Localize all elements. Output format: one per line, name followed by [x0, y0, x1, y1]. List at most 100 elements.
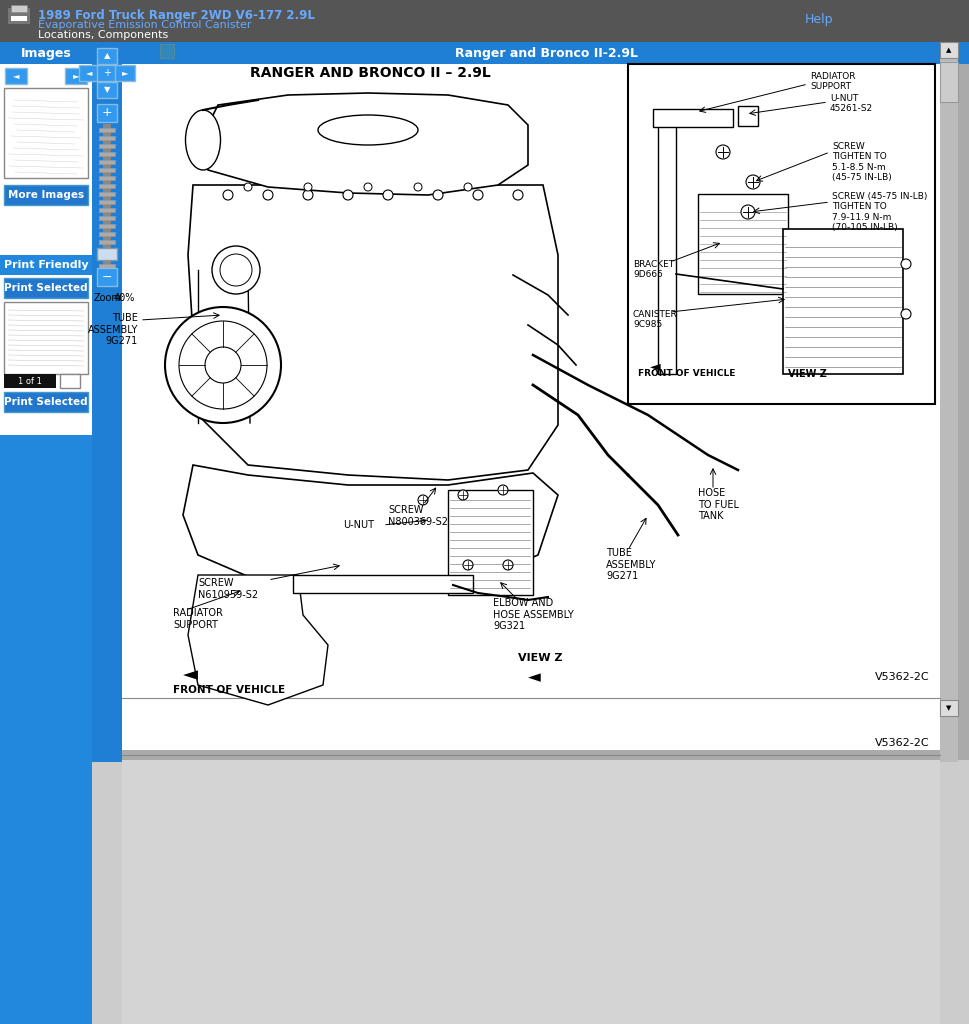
Text: ►: ►: [122, 69, 128, 78]
Bar: [122, 698, 939, 750]
Bar: [293, 575, 473, 593]
Polygon shape: [198, 93, 527, 195]
Text: ◄: ◄: [527, 668, 540, 686]
Text: ▼: ▼: [946, 705, 951, 711]
Bar: [939, 700, 957, 716]
Text: Help: Help: [804, 13, 832, 26]
Circle shape: [302, 190, 313, 200]
Circle shape: [900, 259, 910, 269]
Bar: [97, 248, 117, 260]
Text: VIEW Z: VIEW Z: [517, 653, 562, 663]
Bar: [737, 106, 757, 126]
Bar: [5, 68, 27, 84]
Bar: [97, 104, 117, 122]
Bar: [99, 224, 115, 228]
Circle shape: [212, 246, 260, 294]
Bar: [99, 208, 115, 212]
Text: V5362-2C: V5362-2C: [874, 738, 929, 748]
Circle shape: [244, 183, 252, 191]
Circle shape: [503, 560, 513, 570]
Circle shape: [745, 175, 760, 189]
Bar: [939, 42, 957, 58]
Text: ◄: ◄: [649, 359, 660, 373]
Circle shape: [165, 307, 281, 423]
Text: 40%: 40%: [114, 293, 136, 303]
Text: TUBE
ASSEMBLY
9G271: TUBE ASSEMBLY 9G271: [87, 313, 138, 346]
Text: SCREW
N610959-S2: SCREW N610959-S2: [198, 578, 258, 600]
Text: ▲: ▲: [946, 47, 951, 53]
Bar: [11, 5, 27, 12]
Text: ►: ►: [73, 72, 79, 81]
Text: 1989 Ford Truck Ranger 2WD V6-177 2.9L: 1989 Ford Truck Ranger 2WD V6-177 2.9L: [38, 9, 315, 22]
Bar: [78, 65, 99, 81]
Circle shape: [223, 190, 233, 200]
Circle shape: [363, 183, 372, 191]
Circle shape: [462, 560, 473, 570]
Bar: [0, 760, 969, 1024]
Text: ▲: ▲: [104, 51, 110, 60]
Bar: [0, 275, 92, 435]
Bar: [939, 62, 957, 102]
Bar: [0, 42, 969, 63]
Circle shape: [473, 190, 483, 200]
Text: ◄: ◄: [13, 72, 19, 81]
Bar: [4, 185, 88, 205]
Circle shape: [457, 490, 467, 500]
Text: SCREW (45-75 IN-LB)
TIGHTEN TO
7.9-11.9 N-m
(70-105 IN-LB): SCREW (45-75 IN-LB) TIGHTEN TO 7.9-11.9 …: [831, 193, 926, 232]
Bar: [99, 256, 115, 260]
Text: RANGER AND BRONCO II – 2.9L: RANGER AND BRONCO II – 2.9L: [249, 66, 490, 80]
Bar: [99, 160, 115, 164]
Circle shape: [900, 309, 910, 319]
Text: FRONT OF VEHICLE: FRONT OF VEHICLE: [172, 685, 285, 695]
Text: More Images: More Images: [8, 190, 84, 200]
Bar: [60, 374, 79, 388]
Bar: [99, 248, 115, 252]
Text: +: +: [102, 106, 112, 120]
Bar: [97, 82, 117, 98]
Text: BRACKET
9D665: BRACKET 9D665: [633, 260, 673, 280]
Bar: [99, 216, 115, 220]
Bar: [65, 68, 87, 84]
Bar: [782, 229, 902, 374]
Polygon shape: [183, 465, 557, 590]
Text: ◄: ◄: [85, 69, 92, 78]
Circle shape: [179, 321, 266, 409]
Bar: [99, 136, 115, 140]
Bar: [0, 63, 92, 264]
Circle shape: [220, 254, 252, 286]
Bar: [4, 374, 56, 388]
Bar: [627, 63, 934, 404]
Bar: [4, 278, 88, 298]
Bar: [0, 255, 92, 275]
Text: Print Friendly: Print Friendly: [4, 260, 88, 270]
Bar: [448, 490, 532, 595]
Bar: [92, 42, 122, 762]
Bar: [0, 63, 92, 1024]
Text: V5362-2C: V5362-2C: [874, 672, 929, 682]
Circle shape: [740, 205, 754, 219]
Bar: [97, 65, 117, 81]
Bar: [97, 48, 117, 63]
Circle shape: [303, 183, 312, 191]
Text: VIEW Z: VIEW Z: [787, 369, 826, 379]
Bar: [939, 42, 957, 762]
Bar: [4, 392, 88, 412]
Bar: [698, 194, 787, 294]
Bar: [4, 302, 88, 374]
Circle shape: [204, 347, 240, 383]
Text: HOSE
TO FUEL
TANK: HOSE TO FUEL TANK: [698, 488, 738, 521]
Bar: [0, 42, 92, 63]
Bar: [99, 240, 115, 244]
Text: RADIATOR
SUPPORT: RADIATOR SUPPORT: [809, 72, 855, 91]
Bar: [99, 176, 115, 180]
Polygon shape: [188, 185, 557, 480]
Circle shape: [343, 190, 353, 200]
Circle shape: [432, 190, 443, 200]
Bar: [160, 44, 173, 58]
Text: 1 of 1: 1 of 1: [18, 377, 42, 385]
Bar: [115, 65, 135, 81]
Bar: [0, 0, 969, 42]
Bar: [11, 16, 27, 22]
Bar: [99, 184, 115, 188]
Bar: [99, 152, 115, 156]
